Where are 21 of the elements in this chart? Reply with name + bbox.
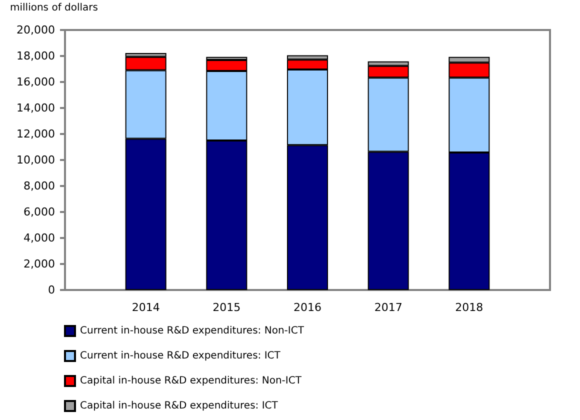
y-tick-label: 4,000 (24, 232, 55, 244)
y-tick-label: 20,000 (16, 24, 55, 36)
y-axis-title: millions of dollars (10, 2, 98, 14)
legend-label: Capital in-house R&D expenditures: ICT (80, 400, 279, 412)
y-tick-label: 0 (48, 284, 55, 296)
y-tick-label: 14,000 (16, 102, 55, 114)
y-tick-label: 18,000 (16, 50, 55, 62)
legend-label: Current in-house R&D expenditures: ICT (80, 350, 282, 362)
x-tick-label: 2016 (294, 301, 322, 314)
y-tick-label: 16,000 (16, 76, 55, 88)
y-tick-label: 10,000 (16, 154, 55, 166)
legend-label: Current in-house R&D expenditures: Non-ICT (80, 326, 305, 336)
y-tick-label: 6,000 (24, 206, 55, 218)
y-tick-label: 2,000 (24, 258, 55, 270)
x-tick-label: 2018 (455, 301, 484, 314)
x-tick-label: 2014 (132, 301, 160, 314)
x-tick-label: 2017 (374, 301, 402, 314)
y-tick-label: 8,000 (24, 180, 55, 192)
legend-label: Capital in-house R&D expenditures: Non-ICT (80, 376, 302, 386)
x-tick-label: 2015 (212, 301, 241, 314)
y-tick-label: 12,000 (16, 128, 55, 140)
